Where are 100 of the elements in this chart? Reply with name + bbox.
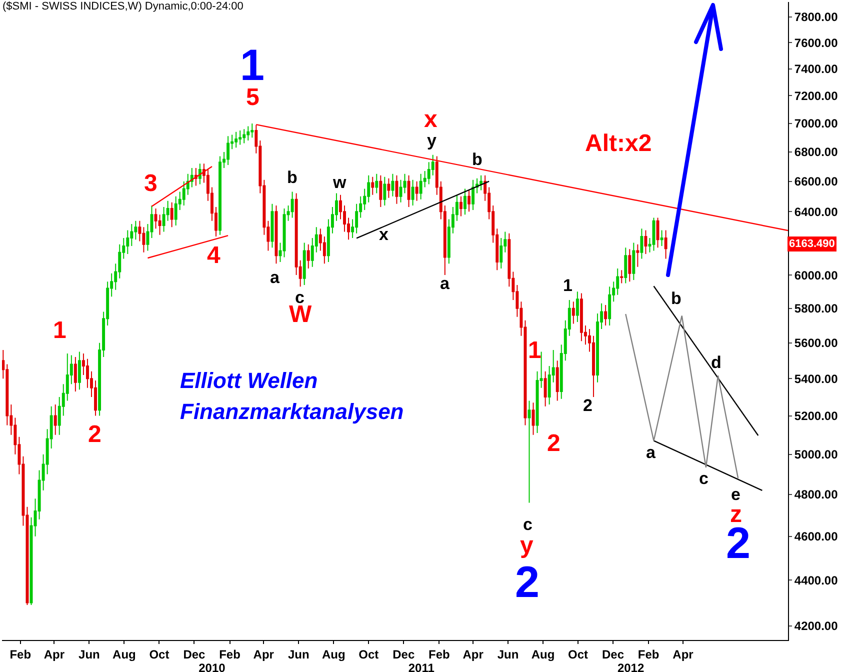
y-tick-label: 4600.00 xyxy=(794,530,838,544)
x-tick-label: Dec xyxy=(183,647,206,662)
candlestick xyxy=(379,174,382,208)
annotation: c xyxy=(699,469,708,488)
y-tick-label: 6800.00 xyxy=(794,145,838,160)
candlestick xyxy=(238,130,242,146)
y-tick-label: 5200.00 xyxy=(794,409,838,423)
annotation: b xyxy=(287,168,298,187)
candlestick xyxy=(580,292,583,342)
candlestick xyxy=(242,128,246,144)
candlestick xyxy=(624,247,628,284)
text: 6163.490 xyxy=(789,238,835,250)
candlestick xyxy=(632,242,636,280)
annotation: 2 xyxy=(88,421,102,448)
candlestick xyxy=(468,190,470,212)
candlestick xyxy=(375,173,378,194)
y-tick-label: 5600.00 xyxy=(794,336,838,350)
candlestick xyxy=(652,217,656,252)
annotation: 1 xyxy=(53,317,66,344)
x-tick-label: Aug xyxy=(112,647,136,662)
candlestick xyxy=(528,400,531,504)
candlestick xyxy=(419,173,422,200)
y-tick-label: 6000.00 xyxy=(794,268,838,282)
candlestick xyxy=(54,404,57,436)
x-tick-label: Jun xyxy=(497,647,519,662)
y-tick-label: 7000.00 xyxy=(794,116,838,131)
annotation: 3 xyxy=(144,170,158,197)
candlestick xyxy=(644,230,648,254)
x-tick-label: Feb xyxy=(219,647,240,662)
y-tick-label: 4400.00 xyxy=(794,573,838,588)
candlestick xyxy=(395,174,398,204)
x-tick-label: Apr xyxy=(462,647,484,662)
annotation: x xyxy=(379,225,389,244)
x-tick-label: Feb xyxy=(10,647,32,662)
candlestick xyxy=(383,176,386,206)
annotation: b xyxy=(671,289,682,308)
x-tick-label: Apr xyxy=(672,647,694,662)
candlestick xyxy=(411,179,414,206)
candlestick xyxy=(464,188,466,216)
x-tick-label: Jun xyxy=(288,647,310,662)
annotation: 2 xyxy=(583,396,592,415)
x2-tick-label: 2010 xyxy=(198,661,226,672)
candlestick xyxy=(407,174,410,208)
y-tick-label: 5000.00 xyxy=(794,448,838,462)
candlestick xyxy=(387,178,390,198)
candlestick xyxy=(282,208,286,258)
y-tick-label: 7600.00 xyxy=(794,36,838,50)
candlestick xyxy=(556,360,559,402)
candlestick xyxy=(628,248,632,282)
candlestick xyxy=(270,203,274,248)
annotation: 1 xyxy=(528,337,542,364)
candlestick xyxy=(234,131,238,148)
candlestick xyxy=(636,244,640,268)
candlestick xyxy=(74,356,77,392)
candlestick xyxy=(472,179,475,211)
annotation: 4 xyxy=(207,242,221,269)
x-tick-label: Dec xyxy=(392,647,415,662)
annotation: a xyxy=(440,274,450,293)
annotation: 2 xyxy=(515,558,540,607)
candlestick xyxy=(170,202,174,228)
y-tick-label: 5800.00 xyxy=(794,302,838,316)
x-tick-label: Aug xyxy=(322,647,346,662)
x-tick-label: Dec xyxy=(602,647,624,662)
y-tick-label: 6600.00 xyxy=(794,174,838,189)
annotation: a xyxy=(270,268,280,287)
candlestick xyxy=(78,351,81,390)
candlestick xyxy=(532,402,535,436)
candlestick xyxy=(480,174,483,191)
x-tick-label: Jun xyxy=(78,647,100,662)
x2-tick-label: 2012 xyxy=(617,661,644,672)
chart-title: ($SMI - SWISS INDICES,W) Dynamic,0:00-24:00 xyxy=(2,0,244,13)
candlestick xyxy=(290,191,294,218)
annotation: 2 xyxy=(547,430,560,457)
candlestick xyxy=(302,242,306,286)
candlestick xyxy=(306,244,310,270)
annotation: c xyxy=(523,515,532,534)
annotation: b xyxy=(472,150,482,169)
annotation: 1 xyxy=(563,276,572,295)
x-tick-label: Aug xyxy=(531,647,555,662)
y-tick-label: 5400.00 xyxy=(794,372,838,386)
candlestick xyxy=(604,304,608,326)
x-tick-label: Feb xyxy=(638,647,660,662)
candlestick xyxy=(371,176,374,196)
candlestick xyxy=(198,163,202,185)
annotation: d xyxy=(711,353,722,372)
annotation: c xyxy=(295,288,304,307)
annotation: Finanzmarktanalysen xyxy=(180,399,404,424)
annotation: w xyxy=(332,173,347,192)
candlestick xyxy=(620,270,624,284)
candlestick xyxy=(572,301,575,324)
y-tick-label: 7800.00 xyxy=(794,10,838,24)
annotation: Elliott Wellen xyxy=(180,368,318,393)
candlestick xyxy=(415,180,418,202)
candlestick xyxy=(544,370,547,407)
y-tick-label: 7400.00 xyxy=(794,62,838,76)
x-tick-label: Apr xyxy=(253,647,274,662)
annotation: e xyxy=(731,485,740,504)
annotation: y xyxy=(520,532,534,559)
candlestick xyxy=(576,291,579,323)
annotation: Alt:x2 xyxy=(585,130,652,157)
